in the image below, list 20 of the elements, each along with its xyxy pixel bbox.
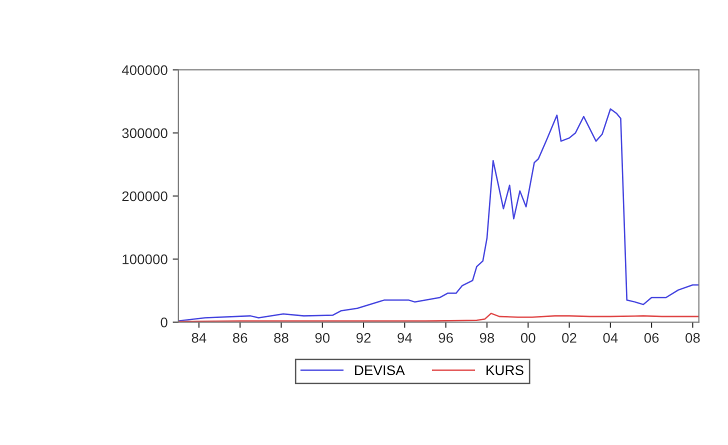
x-tick-label: 00 — [520, 332, 536, 343]
x-tick-label: 02 — [562, 332, 576, 343]
x-tick-label: 86 — [232, 332, 248, 343]
legend-label: DEVISA — [355, 365, 405, 376]
x-tick-label: 04 — [603, 332, 618, 343]
y-tick-label: 0 — [160, 318, 168, 328]
y-tick-label: 300000 — [122, 128, 168, 138]
x-tick-label: 90 — [315, 332, 330, 343]
x-tick-label: 84 — [192, 332, 206, 343]
x-tick-label: 06 — [644, 332, 659, 343]
legend-label: KURS — [486, 365, 524, 376]
y-tick-label: 400000 — [122, 65, 168, 76]
y-tick-label: 200000 — [122, 191, 168, 202]
y-tick-label: 100000 — [122, 254, 168, 264]
x-tick-label: 08 — [686, 332, 700, 343]
x-tick-label: 96 — [438, 332, 453, 343]
x-tick-label: 92 — [356, 332, 371, 343]
x-tick-label: 94 — [398, 332, 412, 343]
x-tick-label: 88 — [274, 332, 288, 343]
x-tick-label: 98 — [480, 332, 494, 343]
